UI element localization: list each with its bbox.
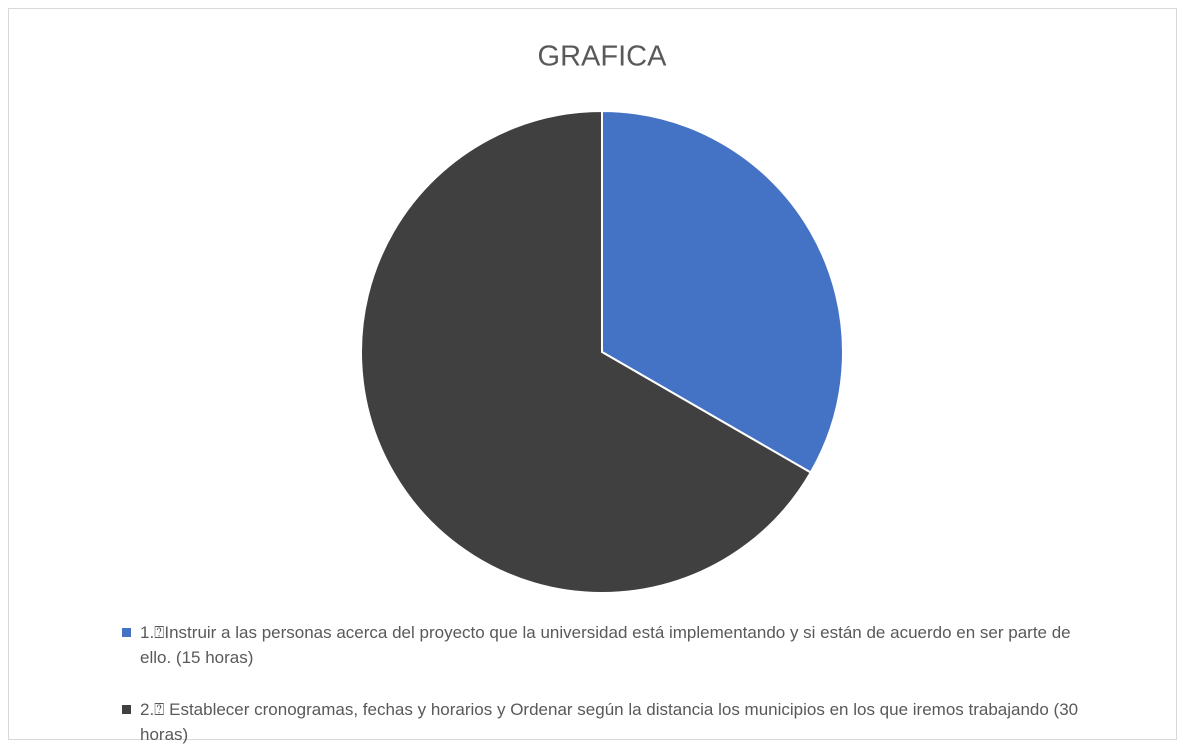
legend-label: 1.⍰Instruir a las personas acerca del pr… [140, 623, 1071, 667]
pie-slice [601, 109, 844, 474]
legend-label: 2.⍰ Establecer cronogramas, fechas y hor… [140, 700, 1079, 744]
chart-title: GRAFICA [538, 41, 668, 73]
pie-slice [360, 109, 813, 594]
legend-swatch [122, 628, 131, 637]
legend-swatch [122, 705, 131, 714]
legend-item: 1.⍰Instruir a las personas acerca del pr… [122, 620, 1102, 670]
legend: 1.⍰Instruir a las personas acerca del pr… [122, 620, 1102, 749]
legend-item: 2.⍰ Establecer cronogramas, fechas y hor… [122, 697, 1102, 747]
